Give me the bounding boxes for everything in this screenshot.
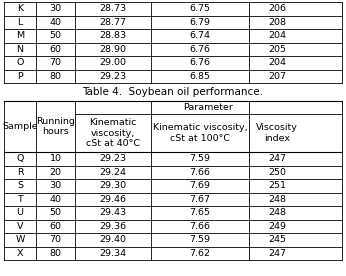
Text: 40: 40 [49,195,62,204]
Text: 248: 248 [268,195,286,204]
Text: 6.76: 6.76 [190,45,210,54]
Text: 248: 248 [268,208,286,217]
Text: 80: 80 [49,72,62,81]
Text: U: U [17,208,24,217]
Text: 30: 30 [49,4,62,13]
Text: Sample: Sample [2,122,38,131]
Text: Kinematic viscosity,
cSt at 100°C: Kinematic viscosity, cSt at 100°C [153,123,247,143]
Text: 7.59: 7.59 [190,154,210,163]
Text: L: L [17,18,23,27]
Text: 60: 60 [49,45,62,54]
Text: 29.23: 29.23 [99,72,127,81]
Text: X: X [17,249,23,258]
Text: 29.43: 29.43 [99,208,127,217]
Text: 6.85: 6.85 [190,72,210,81]
Text: 7.59: 7.59 [190,235,210,244]
Text: Running
hours: Running hours [36,117,75,136]
Text: 245: 245 [268,235,286,244]
Text: 7.62: 7.62 [190,249,210,258]
Text: 70: 70 [49,58,62,67]
Text: Viscosity
index: Viscosity index [256,123,298,143]
Text: 6.79: 6.79 [190,18,210,27]
Text: 29.00: 29.00 [100,58,127,67]
Text: 204: 204 [268,31,286,40]
Text: 40: 40 [49,18,62,27]
Text: 10: 10 [49,154,62,163]
Text: 6.74: 6.74 [190,31,210,40]
Text: V: V [17,222,23,231]
Text: 7.66: 7.66 [190,168,210,177]
Text: 50: 50 [49,31,62,40]
Text: 6.76: 6.76 [190,58,210,67]
Text: 29.23: 29.23 [99,154,127,163]
Text: 206: 206 [268,4,286,13]
Text: 70: 70 [49,235,62,244]
Text: 28.90: 28.90 [100,45,127,54]
Text: 28.77: 28.77 [100,18,127,27]
Text: S: S [17,181,23,190]
Text: 7.69: 7.69 [190,181,210,190]
Text: R: R [17,168,24,177]
Text: 250: 250 [268,168,286,177]
Text: T: T [17,195,23,204]
Text: P: P [17,72,23,81]
Text: 50: 50 [49,208,62,217]
Text: 7.67: 7.67 [190,195,210,204]
Text: Q: Q [16,154,24,163]
Text: 205: 205 [268,45,286,54]
Text: 80: 80 [49,249,62,258]
Text: 30: 30 [49,181,62,190]
Text: 29.36: 29.36 [99,222,127,231]
Text: 204: 204 [268,58,286,67]
Text: 249: 249 [268,222,286,231]
Text: W: W [15,235,25,244]
Text: 28.83: 28.83 [99,31,127,40]
Text: N: N [17,45,24,54]
Text: 60: 60 [49,222,62,231]
Text: 6.75: 6.75 [190,4,210,13]
Text: 29.30: 29.30 [99,181,127,190]
Text: 7.65: 7.65 [190,208,210,217]
Text: 29.34: 29.34 [99,249,127,258]
Text: O: O [16,58,24,67]
Text: Parameter: Parameter [183,103,234,112]
Text: Kinematic
viscosity,
cSt at 40°C: Kinematic viscosity, cSt at 40°C [86,118,140,148]
Text: Table 4.  Soybean oil performance.: Table 4. Soybean oil performance. [82,87,264,97]
Text: K: K [17,4,23,13]
Text: M: M [16,31,24,40]
Text: 247: 247 [268,154,286,163]
Text: 29.40: 29.40 [100,235,127,244]
Text: 208: 208 [268,18,286,27]
Text: 247: 247 [268,249,286,258]
Text: 28.73: 28.73 [99,4,127,13]
Text: 20: 20 [49,168,62,177]
Text: 29.24: 29.24 [100,168,127,177]
Text: 29.46: 29.46 [100,195,127,204]
Text: 207: 207 [268,72,286,81]
Text: 251: 251 [268,181,286,190]
Text: 7.66: 7.66 [190,222,210,231]
